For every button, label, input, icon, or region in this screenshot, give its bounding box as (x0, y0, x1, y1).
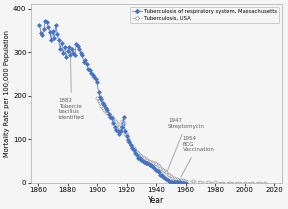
Text: 1954
BCG
Vaccination: 1954 BCG Vaccination (181, 136, 215, 177)
Text: 1882
Tubercle
bacillus
identified: 1882 Tubercle bacillus identified (59, 57, 85, 120)
X-axis label: Year: Year (148, 196, 164, 205)
Text: 1947
Streptomycin: 1947 Streptomycin (167, 118, 205, 171)
Y-axis label: Mortality Rate per 100,000 Population: Mortality Rate per 100,000 Population (4, 30, 10, 157)
Legend: Tuberculosis of respiratory system, Massachusetts, Tuberculosis, USA: Tuberculosis of respiratory system, Mass… (130, 7, 279, 23)
